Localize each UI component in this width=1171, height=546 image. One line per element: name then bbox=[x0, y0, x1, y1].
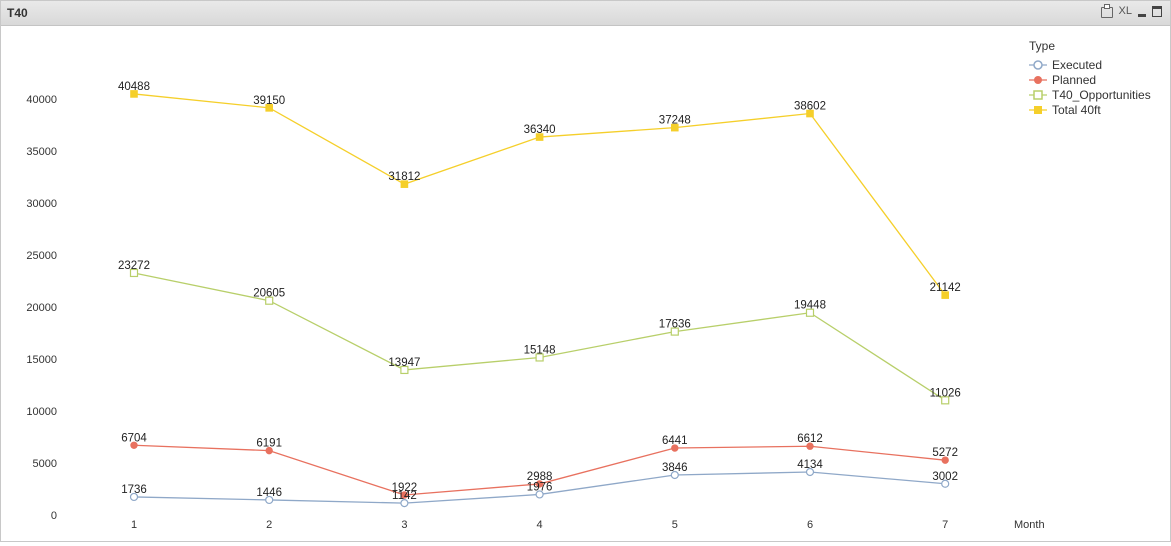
data-label: 40488 bbox=[118, 81, 150, 93]
y-tick-label: 15000 bbox=[26, 354, 57, 366]
window-controls: XL bbox=[1100, 3, 1162, 18]
data-point[interactable] bbox=[129, 268, 139, 278]
x-tick-label: 7 bbox=[942, 519, 948, 531]
data-label: 38602 bbox=[794, 101, 826, 113]
data-point[interactable] bbox=[130, 441, 138, 449]
legend-item[interactable]: T40_Opportunities bbox=[1029, 87, 1151, 102]
data-point[interactable] bbox=[941, 456, 949, 464]
chart-title: T40 bbox=[7, 6, 28, 20]
data-label: 19448 bbox=[794, 300, 826, 312]
data-label: 31812 bbox=[388, 171, 420, 183]
data-point[interactable] bbox=[806, 109, 814, 118]
plot-area: 0 5000 10000 15000 20000 25000 30000 35000 40000… bbox=[1, 26, 1170, 541]
legend-label: Total 40ft bbox=[1052, 102, 1101, 117]
data-label: 6612 bbox=[797, 433, 823, 445]
minimize-icon[interactable] bbox=[1138, 13, 1146, 17]
legend-label: Executed bbox=[1052, 57, 1103, 72]
data-label: 4134 bbox=[797, 459, 823, 471]
data-point[interactable] bbox=[535, 490, 544, 499]
legend-swatch bbox=[1029, 59, 1047, 71]
data-label: 1922 bbox=[392, 482, 418, 494]
x-axis-label: Month bbox=[1014, 519, 1045, 531]
legend-item[interactable]: Executed bbox=[1029, 57, 1151, 72]
data-point[interactable] bbox=[400, 365, 409, 375]
data-label: 36340 bbox=[524, 124, 556, 136]
y-tick-label: 20000 bbox=[26, 302, 57, 314]
export-xl-button[interactable]: XL bbox=[1118, 5, 1132, 17]
legend-swatch bbox=[1029, 74, 1047, 86]
y-tick-label: 5000 bbox=[33, 458, 57, 470]
legend: Type Executed Planned T40_Opportunities Tot… bbox=[1029, 39, 1151, 117]
data-point[interactable] bbox=[400, 491, 409, 499]
x-tick-label: 3 bbox=[401, 519, 407, 531]
data-label: 3846 bbox=[662, 462, 688, 474]
y-tick-label: 0 bbox=[51, 510, 57, 522]
data-label: 15148 bbox=[524, 344, 556, 356]
data-point[interactable] bbox=[265, 495, 274, 505]
data-label: 6191 bbox=[256, 438, 282, 450]
data-label: 23272 bbox=[118, 260, 150, 272]
data-point[interactable] bbox=[129, 492, 139, 502]
data-label: 3002 bbox=[932, 471, 958, 483]
data-point[interactable] bbox=[265, 104, 273, 112]
x-tick-label: 1 bbox=[131, 519, 137, 531]
data-point[interactable] bbox=[941, 479, 950, 488]
data-point[interactable] bbox=[806, 442, 814, 450]
data-label: 1736 bbox=[121, 484, 147, 496]
maximize-icon[interactable] bbox=[1152, 5, 1162, 17]
data-point[interactable] bbox=[805, 308, 815, 317]
data-point[interactable] bbox=[670, 470, 679, 480]
y-tick-label: 35000 bbox=[26, 146, 57, 158]
x-tick-label: 5 bbox=[672, 519, 678, 531]
data-label: 1446 bbox=[256, 487, 282, 499]
data-label: 2988 bbox=[527, 471, 553, 483]
data-point[interactable] bbox=[671, 123, 679, 132]
data-point[interactable] bbox=[535, 353, 544, 362]
legend-swatch bbox=[1029, 104, 1047, 116]
data-label: 37248 bbox=[659, 115, 691, 127]
data-point[interactable] bbox=[535, 480, 544, 488]
data-point[interactable] bbox=[535, 133, 544, 141]
data-point[interactable] bbox=[941, 396, 950, 405]
legend-items: Executed Planned T40_Opportunities Total 40… bbox=[1029, 57, 1151, 117]
line-chart: 0 5000 10000 15000 20000 25000 30000 35000 40000… bbox=[26, 81, 1045, 531]
legend-swatch bbox=[1029, 89, 1047, 101]
data-label: 6704 bbox=[121, 432, 147, 444]
data-label: 39150 bbox=[253, 95, 285, 107]
legend-item[interactable]: Total 40ft bbox=[1029, 102, 1151, 117]
data-point[interactable] bbox=[941, 291, 950, 299]
data-label: 21142 bbox=[930, 282, 961, 294]
data-label: 13947 bbox=[388, 357, 420, 369]
data-point[interactable] bbox=[265, 446, 273, 455]
data-label: 17636 bbox=[659, 319, 691, 331]
data-point[interactable] bbox=[805, 467, 815, 477]
data-point[interactable] bbox=[265, 296, 274, 305]
data-label: 20605 bbox=[253, 288, 285, 300]
data-point[interactable] bbox=[400, 499, 409, 508]
print-icon[interactable] bbox=[1100, 3, 1113, 18]
x-tick-label: 2 bbox=[266, 519, 272, 531]
data-point[interactable] bbox=[671, 444, 679, 452]
legend-label: Planned bbox=[1052, 72, 1097, 87]
data-point[interactable] bbox=[130, 90, 138, 98]
data-label: 11026 bbox=[930, 387, 961, 399]
y-tick-label: 30000 bbox=[26, 198, 57, 210]
title-bar: T40 XL bbox=[1, 1, 1170, 26]
data-label: 1142 bbox=[392, 490, 417, 502]
data-label: 5272 bbox=[932, 447, 958, 459]
data-label: 6441 bbox=[662, 435, 688, 447]
y-tick-label: 40000 bbox=[26, 94, 57, 106]
data-point[interactable] bbox=[670, 327, 679, 336]
legend-label: T40_Opportunities bbox=[1052, 87, 1151, 102]
legend-item[interactable]: Planned bbox=[1029, 72, 1151, 87]
data-label: 1976 bbox=[527, 481, 553, 493]
legend-title: Type bbox=[1029, 39, 1056, 53]
data-point[interactable] bbox=[400, 180, 409, 188]
x-tick-label: 4 bbox=[537, 519, 543, 531]
x-tick-label: 6 bbox=[807, 519, 813, 531]
y-tick-label: 10000 bbox=[26, 406, 57, 418]
y-tick-label: 25000 bbox=[26, 250, 57, 262]
